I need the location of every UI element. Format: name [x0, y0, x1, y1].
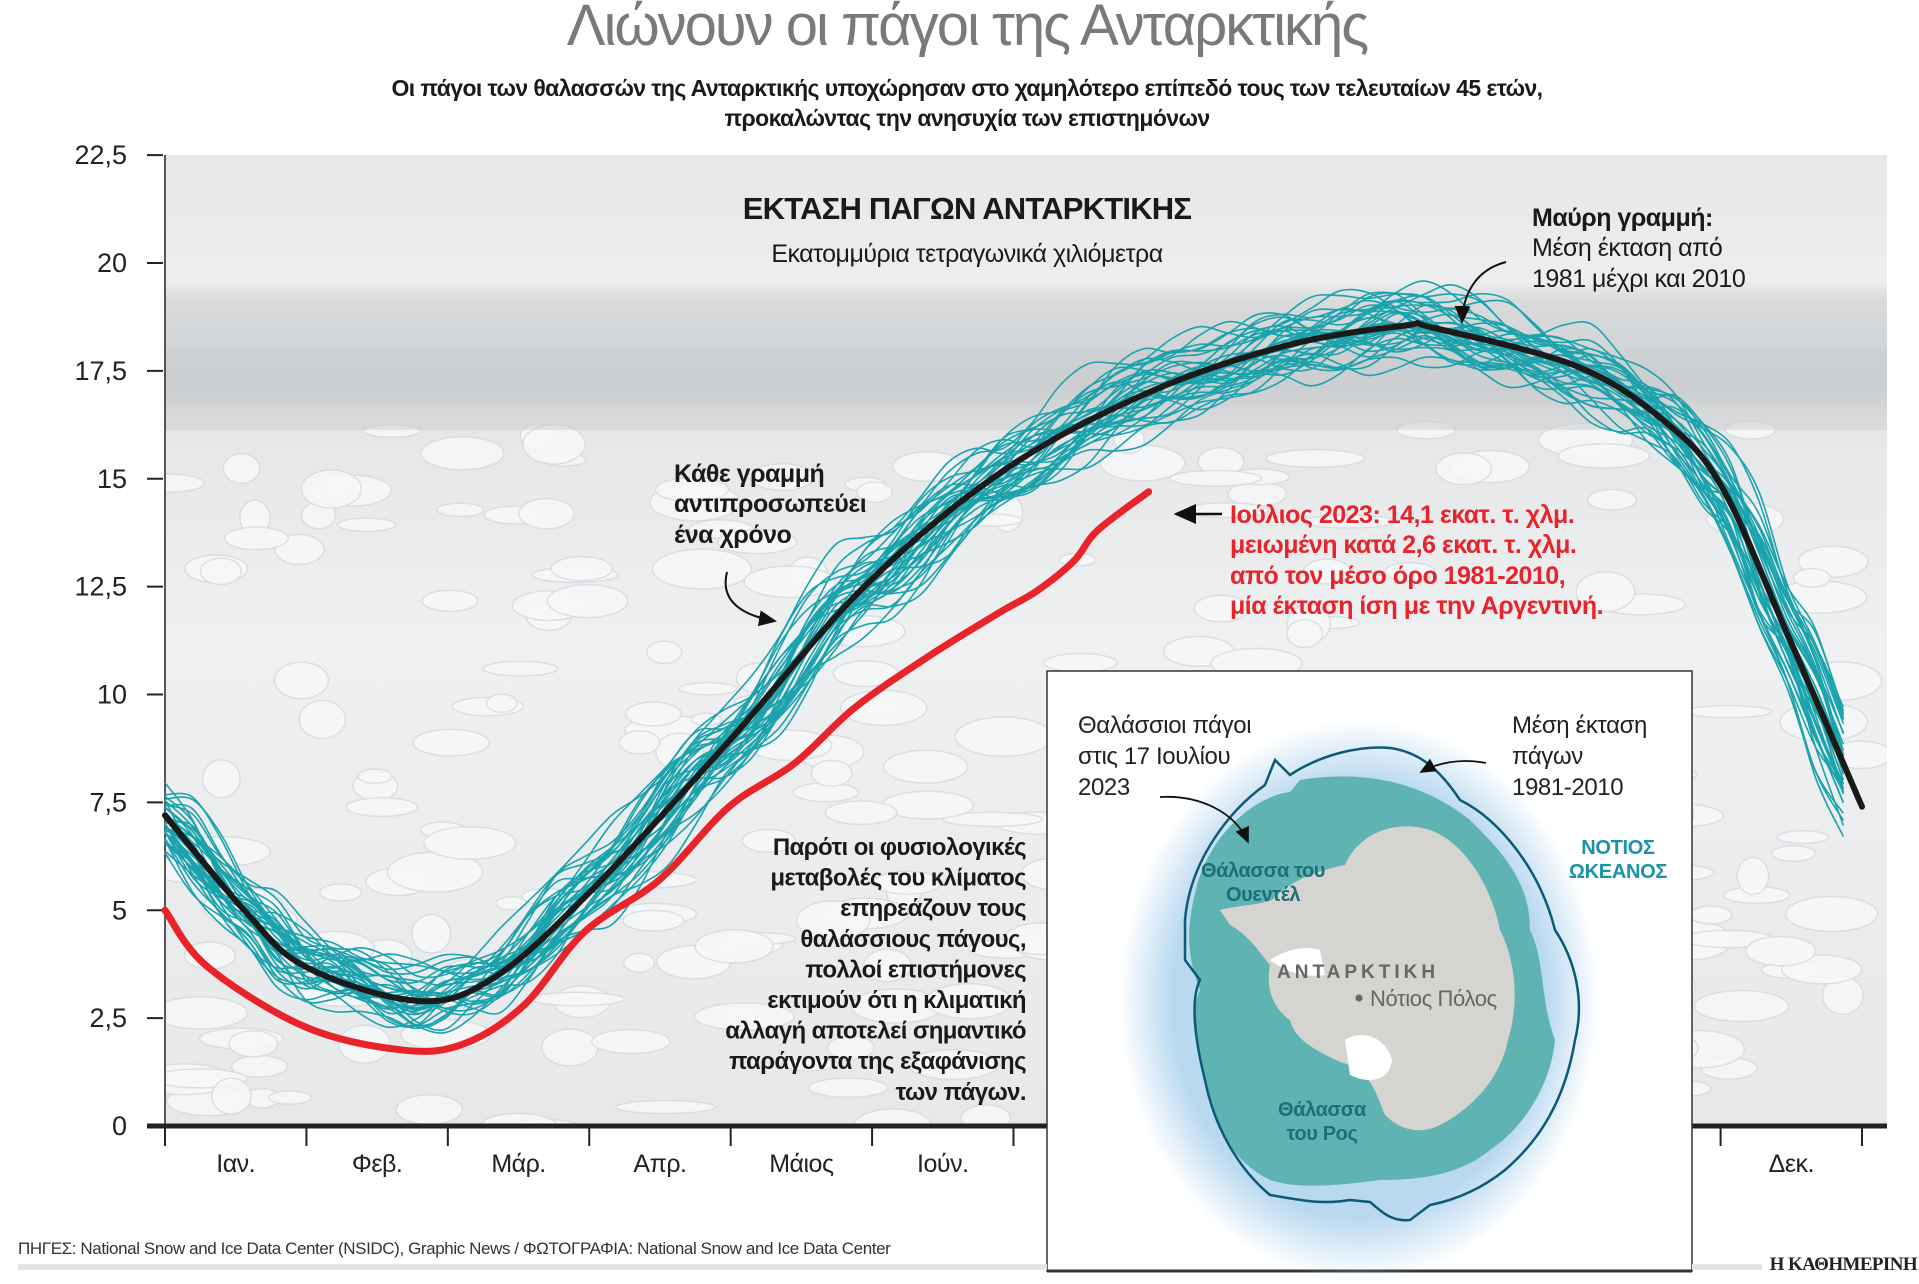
footer-rule [18, 1264, 1047, 1270]
year-line [164, 293, 1845, 996]
x-tick-label: Δεκ. [1769, 1150, 1814, 1178]
antarctica-label: ΑΝΤΑΡΚΤΙΚΗ [1277, 962, 1439, 983]
ross-sea-label: του Ρος [1287, 1123, 1358, 1145]
years-annotation: Κάθε γραμμή αντιπροσωπεύει ένα χρόνο [674, 460, 867, 627]
y-tick-label: 17,5 [74, 356, 127, 386]
year-2023-line [161, 488, 1153, 1055]
paragraph-line: των πάγων. [896, 1079, 1026, 1106]
year-line [164, 310, 1845, 1003]
years-label-line: Κάθε γραμμή [674, 460, 824, 488]
ocean-label: ΩΚΕΑΝΟΣ [1569, 861, 1667, 883]
year-line [164, 311, 1845, 1000]
x-tick-label: Μάιος [769, 1150, 834, 1178]
mean-label-line: 1981 μέχρι και 2010 [1532, 265, 1745, 293]
footer-rule [1692, 1264, 1762, 1270]
red-label-line: Ιούλιος 2023: 14,1 εκατ. τ. χλμ. [1230, 501, 1574, 529]
y-tick-label: 22,5 [74, 140, 127, 170]
y-tick-label: 20 [97, 248, 127, 278]
paragraph-line: αλλαγή αποτελεί σημαντικό [725, 1018, 1026, 1045]
ice-2023-label: Θαλάσσιοι πάγοι [1078, 712, 1251, 739]
year-line [164, 322, 1845, 1027]
year-line [164, 333, 1845, 1015]
sources-credit: ΠΗΓΕΣ: National Snow and Ice Data Center… [18, 1239, 891, 1258]
subtitle-line-2: προκαλώντας την ανησυχία των επιστημόνων [724, 105, 1209, 131]
ocean-label: ΝΟΤΙΟΣ [1581, 837, 1655, 859]
y-tick-label: 2,5 [89, 1003, 127, 1033]
year-line [164, 299, 1845, 975]
ice-2023-label: 2023 [1078, 774, 1130, 801]
mean-label-bold: Μαύρη γραμμή: [1532, 204, 1713, 232]
mean-extent-outline [1183, 746, 1581, 1222]
year-line [164, 325, 1845, 1011]
x-tick-label: Ιαν. [216, 1150, 255, 1178]
paragraph-line: παράγοντα της εξαφάνισης [729, 1048, 1026, 1075]
arrow-icon [1454, 261, 1507, 324]
paragraph-line: εκτιμούν ότι η κλιματική [767, 987, 1026, 1014]
mean-extent-label: Μέση έκταση [1512, 712, 1647, 739]
chart-subtitle: Εκατομμύρια τετραγωνικά χιλιόμετρα [771, 240, 1162, 268]
paragraph-line: επηρεάζουν τους [840, 895, 1026, 922]
ross-sea-label: Θάλασσα [1278, 1099, 1367, 1121]
y-axis: 0 2,5 5 7,5 10 12,5 15 17,5 20 22,5 [74, 140, 166, 1141]
x-tick-label: Φεβ. [352, 1150, 402, 1178]
years-label-line: αντιπροσωπεύει [674, 490, 867, 518]
weddell-sea-label: Ουεντέλ [1226, 884, 1300, 906]
mean-line-annotation: Μαύρη γραμμή: Μέση έκταση από 1981 μέχρι… [1454, 204, 1746, 324]
south-pole-dot [1355, 994, 1363, 1002]
year-line [164, 284, 1845, 975]
mean-label-line: Μέση έκταση από [1532, 234, 1722, 262]
inset-map: Θαλάσσιοι πάγοι στις 17 Ιουλίου 2023 Μέσ… [1046, 670, 1693, 1280]
south-pole-label: Νότιος Πόλος [1370, 986, 1497, 1011]
y-tick-label: 5 [112, 895, 127, 925]
mean-extent-label: 1981-2010 [1512, 774, 1623, 801]
paragraph-line: Παρότι οι φυσιολογικές [773, 834, 1026, 861]
ice-2023-label: στις 17 Ιουλίου [1078, 743, 1230, 770]
mean-extent-label: πάγων [1512, 743, 1583, 770]
red-label-line: από τον μέσο όρο 1981-2010, [1230, 562, 1565, 590]
arrow-icon [1159, 796, 1249, 844]
y-tick-label: 10 [97, 680, 127, 710]
brand-logo: Η ΚΑΘΗΜΕΡΙΝΗ [1770, 1254, 1918, 1275]
year-2023-annotation: Ιούλιος 2023: 14,1 εκατ. τ. χλμ. μειωμέν… [1173, 501, 1604, 620]
chart-title: ΕΚΤΑΣΗ ΠΑΓΩΝ ΑΝΤΑΡΚΤΙΚΗΣ [743, 191, 1192, 226]
climate-paragraph: Παρότι οι φυσιολογικές μεταβολές του κλίμ… [725, 834, 1026, 1106]
x-tick-label: Απρ. [633, 1150, 686, 1178]
y-tick-label: 15 [97, 464, 127, 494]
antarctica-land [1220, 826, 1515, 1131]
y-tick-label: 7,5 [89, 787, 127, 817]
red-label-line: μία έκταση ίση με την Αργεντινή. [1230, 592, 1603, 620]
paragraph-line: μεταβολές του κλίματος [770, 865, 1026, 892]
mean-1981-2010-line [162, 320, 1865, 1005]
year-line [164, 299, 1845, 984]
year-line [164, 292, 1845, 971]
year-line [164, 321, 1845, 997]
page-title: Λιώνουν οι πάγοι της Ανταρκτικής [567, 0, 1369, 58]
x-tick-label: Μάρ. [491, 1150, 545, 1178]
weddell-sea-label: Θάλασσα του [1201, 860, 1325, 882]
arrow-icon [1419, 758, 1487, 773]
paragraph-line: θαλάσσιους πάγους, [800, 926, 1026, 953]
y-tick-label: 12,5 [74, 572, 127, 602]
subtitle-line-1: Οι πάγοι των θαλασσών της Ανταρκτικής υπ… [392, 75, 1543, 101]
red-label-line: μειωμένη κατά 2,6 εκατ. τ. χλμ. [1230, 531, 1576, 559]
y-tick-label: 0 [112, 1111, 127, 1141]
paragraph-line: πολλοί επιστήμονες [805, 956, 1026, 983]
year-line [164, 313, 1845, 1012]
x-tick-label: Ιούν. [917, 1150, 968, 1178]
ice-shelf [1270, 948, 1325, 976]
ice-shelf [1345, 1035, 1392, 1080]
years-label-line: ένα χρόνο [674, 521, 792, 549]
arrow-icon [724, 571, 777, 627]
